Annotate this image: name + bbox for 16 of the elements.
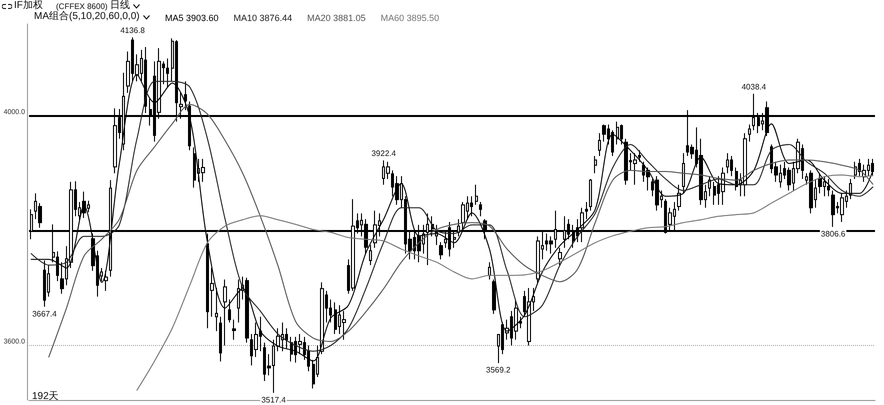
- annotation: 3517.4: [261, 395, 286, 404]
- text: MA60 3895.50: [380, 13, 440, 23]
- text: MA5 3903.60: [165, 13, 219, 23]
- annotation: 3569.2: [486, 366, 512, 375]
- text: MA组合(5,10,20,60,0,0): [34, 11, 140, 22]
- text: MA10 3876.44: [234, 13, 292, 23]
- annotation: 4136.8: [120, 26, 146, 35]
- text: MA20 3881.05: [307, 13, 366, 23]
- annotation: 3922.4: [371, 148, 396, 158]
- chart-subtitle: (CFFEX 8600): [56, 1, 108, 11]
- text: 日线: [110, 0, 130, 11]
- chart-title: IF加权: [14, 0, 43, 11]
- annotation: 3806.6: [820, 229, 846, 238]
- annotation: 4038.4: [742, 82, 767, 92]
- annotation: 3667.4: [32, 309, 58, 318]
- annotation: 192天: [32, 391, 59, 402]
